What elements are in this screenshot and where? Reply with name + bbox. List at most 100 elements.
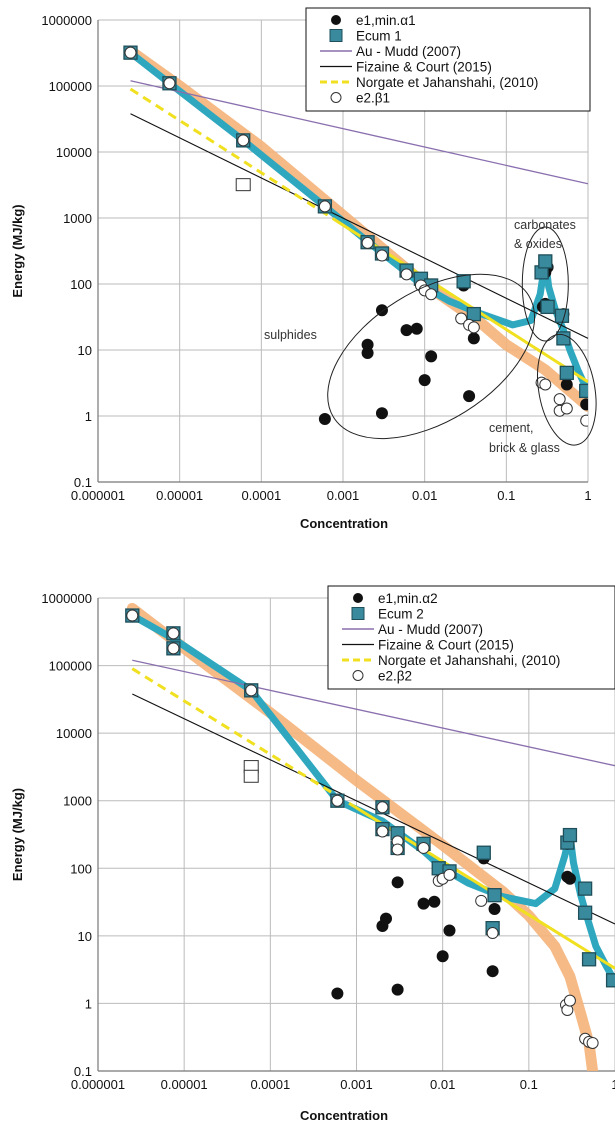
legend-label: Norgate et Jahanshahi, (2010) [378,653,560,668]
e2-point [580,414,588,427]
ecum-point [577,905,593,920]
legend-label: e2.β1 [356,91,390,106]
legend-key-e2 [330,92,342,103]
legend-key-ecum [351,607,365,620]
legend-box [327,585,615,690]
x-tick-label: 1 [611,1077,615,1092]
legend-box [305,7,591,112]
y-tick-label: 0.1 [74,1064,92,1079]
e2-point [318,200,331,213]
e1-point [488,902,501,915]
y-tick-label: 0.1 [74,475,92,490]
e1-point [486,965,499,978]
y-tick-label: 1000000 [41,13,92,28]
ecum-point [559,365,574,381]
ecum-point [538,254,553,269]
e2-point [124,46,137,59]
e2-point [486,927,499,940]
x-tick-label: 0.0001 [250,1077,290,1092]
norgate-line-dashed [131,667,351,805]
y-tick-label: 1000 [63,794,92,809]
ecum-point [487,888,502,903]
legend-label: Ecum 2 [378,607,424,622]
x-tick-label: 0.1 [520,1077,538,1092]
e2-point [560,402,573,415]
x-tick-label: 0.001 [327,488,360,503]
ecum-point [581,952,597,967]
y-tick-label: 10 [78,343,92,358]
ecum-point [556,331,571,346]
y-tick-label: 100 [70,861,92,876]
e2-point [443,868,456,881]
e2-point [375,249,388,262]
e1-point [375,407,388,420]
e1-point [443,924,456,937]
e1-point [436,950,449,963]
y-tick-label: 10000 [56,726,92,741]
open-square-point [243,769,259,783]
x-tick-label: 0.000001 [71,488,125,503]
au-mudd-line [132,659,615,767]
e1-point [418,374,431,387]
ecum-point [577,881,593,896]
e2-point [163,77,176,90]
ecum-point [456,274,471,289]
x-tick-label: 0.001 [340,1077,373,1092]
legend-label: Au - Mudd (2007) [356,44,461,59]
e1-point [361,347,374,360]
x-tick-label: 0.01 [430,1077,455,1092]
norgate-line-dashed [129,87,338,223]
e2-point [237,134,250,147]
plot-area [125,603,615,1071]
e2-point [563,994,576,1007]
e1-point [463,390,476,403]
e1-point [563,872,576,885]
e2-point [167,627,180,640]
e2-point [425,288,438,301]
y-tick-label: 100000 [49,659,92,674]
e1-point [318,413,331,426]
legend-label: Fizaine & Court (2015) [378,638,514,653]
e1-point [428,895,441,908]
ecum-point [476,845,491,860]
annotation-label: brick & glass [489,441,560,455]
e2-point [400,268,413,281]
y-tick-label: 100 [70,277,92,292]
e1-point [410,322,423,335]
y-axis-title: Energy (MJ/kg) [10,204,25,297]
y-tick-label: 1 [85,409,92,424]
y-tick-label: 10 [78,929,92,944]
x-tick-label: 0.1 [497,488,515,503]
group-ellipse [521,226,569,342]
x-axis-title: Concentration [300,516,388,531]
e1-point [391,983,404,996]
e1-point [331,987,344,1000]
ecum-point [554,308,570,323]
e2-point [417,841,430,854]
y-tick-label: 100000 [49,79,92,94]
legend-key-e2 [352,670,364,681]
x-tick-label: 1 [584,488,591,503]
e1-point [417,897,430,910]
x-tick-label: 0.0001 [241,488,281,503]
e1-point [425,350,438,363]
legend-key-ecum [329,29,343,42]
y-tick-label: 1000 [63,211,92,226]
e2-point [475,894,488,907]
legend-label: e1,min.α1 [356,13,416,28]
x-tick-label: 0.00001 [156,488,203,503]
e2-point [539,378,552,391]
e2-point [586,1036,599,1049]
ecum-point [562,827,578,843]
fizaine-court-line [132,693,615,925]
e2-point [391,843,404,856]
e2-point [245,684,258,697]
legend-label: e1,min.α2 [378,591,438,606]
e2-point [331,794,344,807]
group-ellipse [537,333,597,446]
chart-1: 0.000001 0.00001 0.0001 0.001 0.01 0.1 1 0.1 1 10… [10,7,597,531]
x-tick-label: 0.00001 [161,1077,208,1092]
